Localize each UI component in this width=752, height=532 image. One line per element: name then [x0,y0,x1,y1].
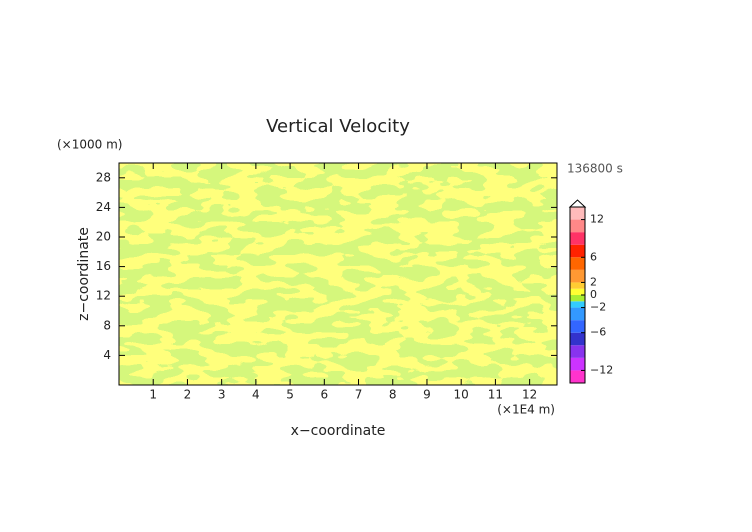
colorbar-cell [570,345,585,358]
colorbar-cell [570,288,585,295]
x-tick-label: 12 [522,388,537,402]
y-tick-label: 8 [103,318,111,332]
y-tick-label: 4 [103,348,111,362]
x-axis-label: x−coordinate [291,423,386,439]
y-tick-label: 20 [96,230,111,244]
colorbar-extend [568,199,587,208]
plot-frame [118,162,558,386]
colorbar-tick-label: −6 [590,326,606,339]
colorbar-cell [570,295,585,302]
colorbar-cell [570,269,585,283]
colorbar-cell [570,320,585,333]
x-tick-label: 8 [389,388,397,402]
y-tick-label: 24 [96,200,111,214]
colorbar-cell [570,219,585,233]
contour-field [119,163,557,385]
y-tick-label: 12 [96,289,111,303]
colorbar-tick-label: 0 [590,288,597,301]
x-tick-label: 9 [423,388,431,402]
colorbar-cell [570,307,585,321]
colorbar-cell [570,244,585,258]
x-tick-label: 7 [355,388,363,402]
y-axis-label: z−coordinate [76,227,92,321]
colorbar-cell [570,301,585,308]
x-unit: (×1E4 m) [497,403,555,417]
colorbar-cell [570,357,585,371]
colorbar-tick-label: 12 [590,213,604,226]
x-tick-label: 3 [218,388,226,402]
time-label: 136800 s [567,162,623,176]
colorbar-cell [570,332,585,346]
y-tick-label: 16 [96,259,111,273]
x-tick-label: 5 [286,388,294,402]
x-tick-label: 6 [320,388,328,402]
colorbar-tick-label: −12 [590,363,613,376]
y-tick-label: 28 [96,170,111,184]
x-tick-label: 4 [252,388,260,402]
x-tick-label: 10 [454,388,469,402]
colorbar-cell [570,257,585,270]
colorbar-tick-label: −2 [590,301,606,314]
colorbar-cell [570,232,585,245]
colorbar-tick-label: 6 [590,250,597,263]
chart-title: Vertical Velocity [266,116,410,137]
y-unit: (×1000 m) [57,138,122,152]
x-tick-label: 1 [149,388,157,402]
colorbar-cell [570,370,585,383]
colorbar-cell [570,282,585,289]
colorbar-tick-label: 2 [590,275,597,288]
x-tick-label: 2 [184,388,192,402]
x-tick-label: 11 [488,388,503,402]
colorbar-cell [570,207,585,220]
